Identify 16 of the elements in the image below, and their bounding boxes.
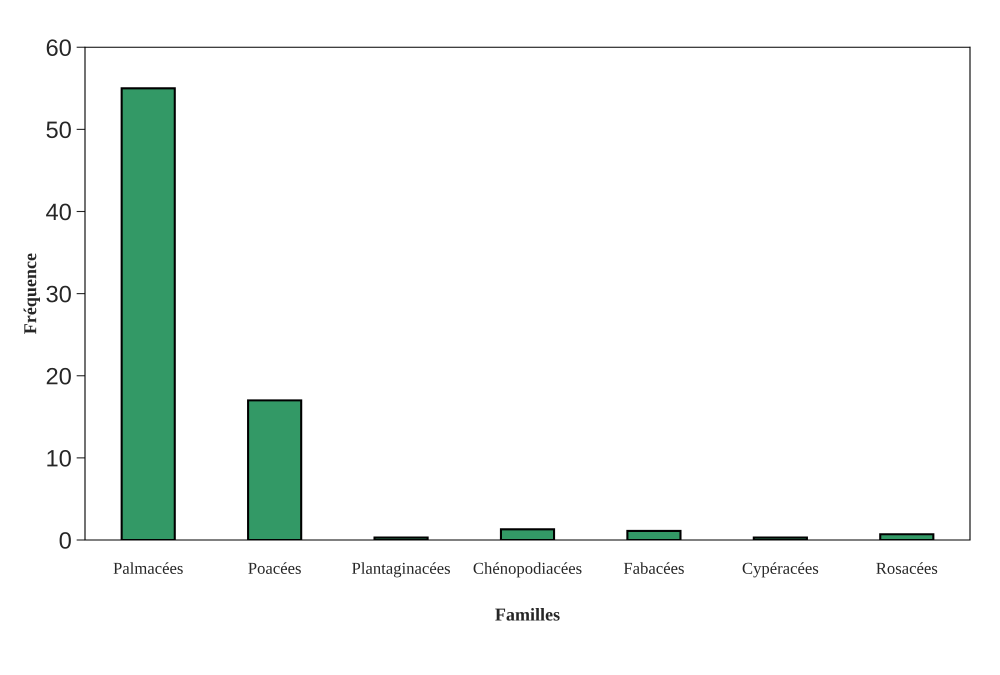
x-tick-label: Rosacées	[876, 562, 938, 574]
y-tick-label: 0	[60, 532, 71, 549]
y-tick-label: 10	[47, 450, 71, 467]
x-axis-title: Familles	[495, 608, 560, 621]
x-tick-label: Chénopodiacées	[474, 562, 582, 578]
y-tick-label: 50	[46, 121, 71, 138]
x-tick-label: Fabacées	[624, 562, 684, 574]
x-tick-label: Palmacées	[114, 562, 183, 574]
x-tick-label: Poacées	[248, 562, 301, 574]
y-tick-label: 30	[46, 286, 71, 302]
x-tick-label: Cypéracées	[742, 562, 818, 578]
y-tick-label: 60	[46, 39, 71, 56]
y-tick-label: 40	[46, 204, 71, 220]
y-axis-title: Fréquence	[24, 253, 40, 334]
x-tick-label: Plantaginacées	[352, 562, 450, 578]
y-tick-label: 20	[46, 368, 71, 385]
